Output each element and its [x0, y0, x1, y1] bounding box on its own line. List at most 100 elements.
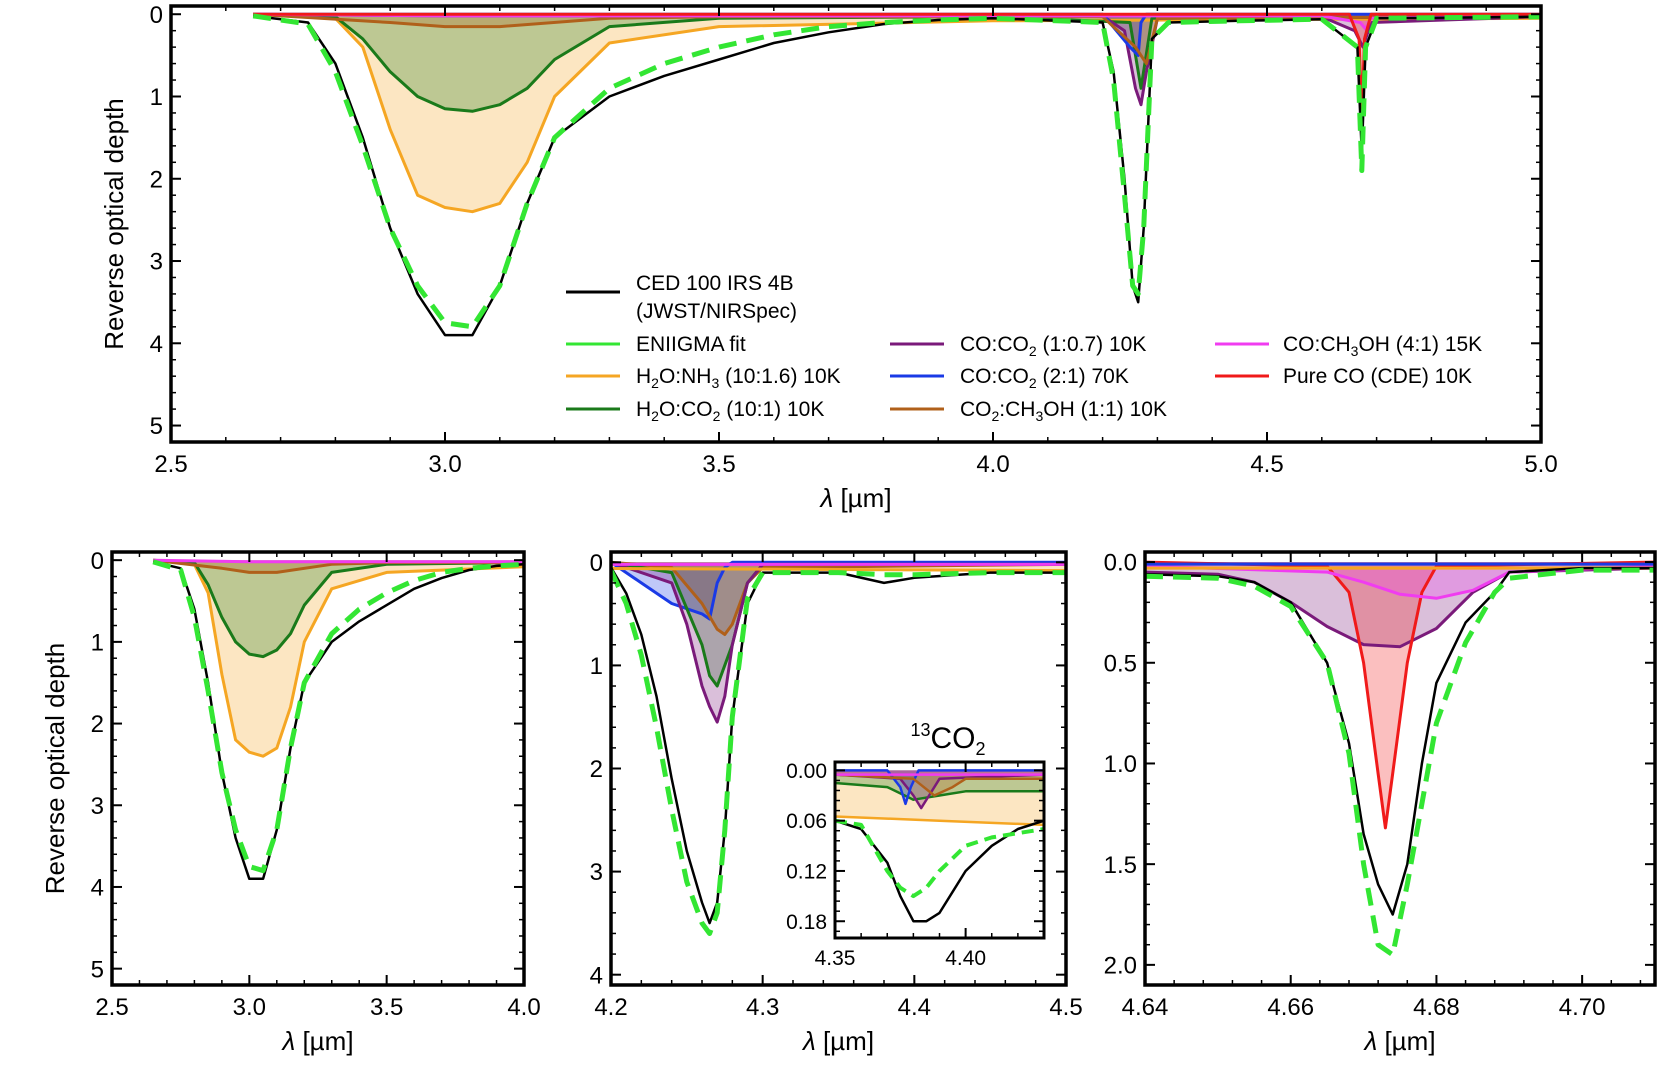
y-tick-label: 0.0: [1104, 550, 1137, 577]
x-axis-label-symbol: λ: [1362, 1026, 1377, 1056]
series-co-ch3oh: [153, 558, 524, 564]
y-tick-label: 0: [590, 550, 603, 577]
inset-title-main: CO: [931, 722, 976, 755]
x-axis-label-unit: [µm]: [816, 1026, 874, 1056]
x-tick-label: 4.70: [1559, 994, 1606, 1021]
series-co2-ch3oh: [835, 773, 1044, 797]
fill-h2o-co2: [611, 562, 1066, 686]
y-axis-label: Reverse optical depth: [99, 98, 129, 349]
series-co-co2-2-1-70k: [835, 769, 1044, 806]
x-tick-label: 4.66: [1267, 994, 1314, 1021]
legend-co-co2-2-1-sub: 2: [1029, 375, 1037, 391]
legend-h2o-co2-rest: (10:1) 10K: [720, 398, 824, 421]
series-observed: [152, 560, 524, 881]
legend-h2o-nh3-sub-b: 3: [711, 375, 719, 391]
axes-frame: [1143, 550, 1657, 987]
fill-h2o-nh3: [835, 770, 1044, 825]
legend-fit: ENIIGMA fit: [636, 333, 746, 356]
fill-pure-co: [1145, 562, 1655, 828]
x-axis-label: λ [µm]: [280, 1026, 353, 1056]
plot-area: [252, 12, 1541, 337]
y-tick-label: 0.5: [1104, 650, 1137, 677]
y-tick-label: 3: [590, 859, 603, 886]
x-axis-label-unit: [µm]: [295, 1026, 353, 1056]
fill-co2-ch3oh: [611, 562, 1066, 635]
y-axis-label: Reverse optical depth: [40, 643, 70, 894]
fill-h2o-nh3: [153, 560, 524, 757]
legend-h2o-co2-sub-a: 2: [651, 408, 659, 424]
panel-top: 2.5 3.0 3.5 4.0 4.5 5.0 0 1 2 3 4 5 λ [µm] Reverse op…: [99, 2, 1558, 513]
plot-area: [152, 558, 524, 881]
y-tick-label: 0: [150, 2, 163, 29]
x-axis-label: λ [µm]: [1362, 1026, 1435, 1056]
x-tick-label: 3.0: [428, 451, 461, 478]
series-fit: [152, 559, 524, 874]
inset-title-sub: 2: [976, 739, 986, 759]
legend-co-co2-2-1-rest: (2:1) 70K: [1037, 365, 1129, 388]
x-tick-label: 4.64: [1122, 994, 1169, 1021]
x-tick-label: 4.3: [746, 994, 779, 1021]
fill-co2-ch3oh: [153, 560, 524, 573]
legend-co2-ch3oh: CO2:CH3OH (1:1) 10K: [960, 398, 1167, 424]
y-tick-label: 5: [150, 413, 163, 440]
x-tick-label: 4.5: [1250, 451, 1283, 478]
legend-co-co2-2-1-a: CO:CO: [960, 365, 1029, 388]
x-axis-label-unit: [µm]: [1377, 1026, 1435, 1056]
x-tick-label: 3.5: [370, 994, 403, 1021]
legend-co-co2-1-07: CO:CO2 (1:0.7) 10K: [960, 333, 1146, 359]
y-tick-label: 1: [590, 653, 603, 680]
y-tick-label: 0.06: [786, 810, 827, 833]
legend-h2o-co2-b: O:CO: [659, 398, 713, 421]
series-fit: [611, 569, 1066, 936]
legend-h2o-nh3-rest: (10:1.6) 10K: [719, 365, 840, 388]
x-tick-label: 4.2: [594, 994, 627, 1021]
x-axis-label: λ [µm]: [818, 483, 891, 513]
x-tick-label: 2.5: [154, 451, 187, 478]
x-tick-label: 4.0: [976, 451, 1009, 478]
legend-co2-ch3oh-sub-a: 2: [992, 408, 1000, 424]
inset-title: 13CO2: [910, 720, 985, 759]
panel-inset-13co2: 4.35 4.40 0.00 0.06 0.12 0.18: [786, 760, 1046, 970]
y-tick-label: 2: [91, 711, 104, 738]
y-tick-label: 3: [91, 793, 104, 820]
y-tick-label: 2: [150, 166, 163, 193]
y-tick-label: 2: [590, 756, 603, 783]
y-tick-label: 4: [150, 331, 163, 358]
series-fit: [252, 13, 1541, 330]
series-fit: [1145, 567, 1655, 958]
x-tick-label: 3.0: [233, 994, 266, 1021]
series-h2o-nh3: [611, 567, 1066, 573]
axes-frame: [110, 550, 526, 987]
legend-co-ch3oh-sub: 3: [1351, 343, 1359, 359]
y-tick-label: 1: [91, 630, 104, 657]
y-tick-label: 1.0: [1104, 751, 1137, 778]
plot-area: [1145, 560, 1655, 958]
panel-bottom-middle: 4.2 4.3 4.4 4.5 0 1 2 3 4 λ [µm]: [590, 550, 1083, 1056]
x-tick-label: 4.40: [945, 947, 986, 970]
legend-co-co2-1-07-a: CO:CO: [960, 333, 1029, 356]
legend-co2-ch3oh-sub-b: 3: [1035, 408, 1043, 424]
fill-co-co2-1-07: [1145, 562, 1655, 647]
series-co-co2-1-07: [611, 560, 1066, 724]
legend-co2-ch3oh-b: :CH: [999, 398, 1035, 421]
x-axis-label-symbol: λ: [818, 483, 833, 513]
legend: CED 100 IRS 4B (JWST/NIRSpec) ENIIGMA fi…: [566, 272, 1482, 424]
y-tick-label: 0: [91, 548, 104, 575]
legend-h2o-co2-a: H: [636, 398, 651, 421]
y-tick-label: 1: [150, 84, 163, 111]
legend-h2o-nh3-b: O:NH: [659, 365, 712, 388]
legend-observed-line2: (JWST/NIRSpec): [636, 300, 797, 323]
fill-co-co2-1-07: [611, 562, 1066, 723]
fill-h2o-co2: [253, 14, 1541, 112]
x-axis-label: λ [µm]: [801, 1026, 874, 1056]
axes-frame: [169, 4, 1543, 444]
plot-area: [611, 560, 1066, 936]
legend-h2o-co2-sub-b: 2: [713, 408, 721, 424]
panel-bottom-left: 2.5 3.0 3.5 4.0 0 1 2 3 4 5 λ [µm] Reverse optical …: [40, 548, 541, 1056]
series-pure-co: [1145, 560, 1655, 830]
legend-h2o-nh3-a: H: [636, 365, 651, 388]
legend-co2-ch3oh-a: CO: [960, 398, 992, 421]
fill-h2o-nh3: [253, 14, 1541, 212]
